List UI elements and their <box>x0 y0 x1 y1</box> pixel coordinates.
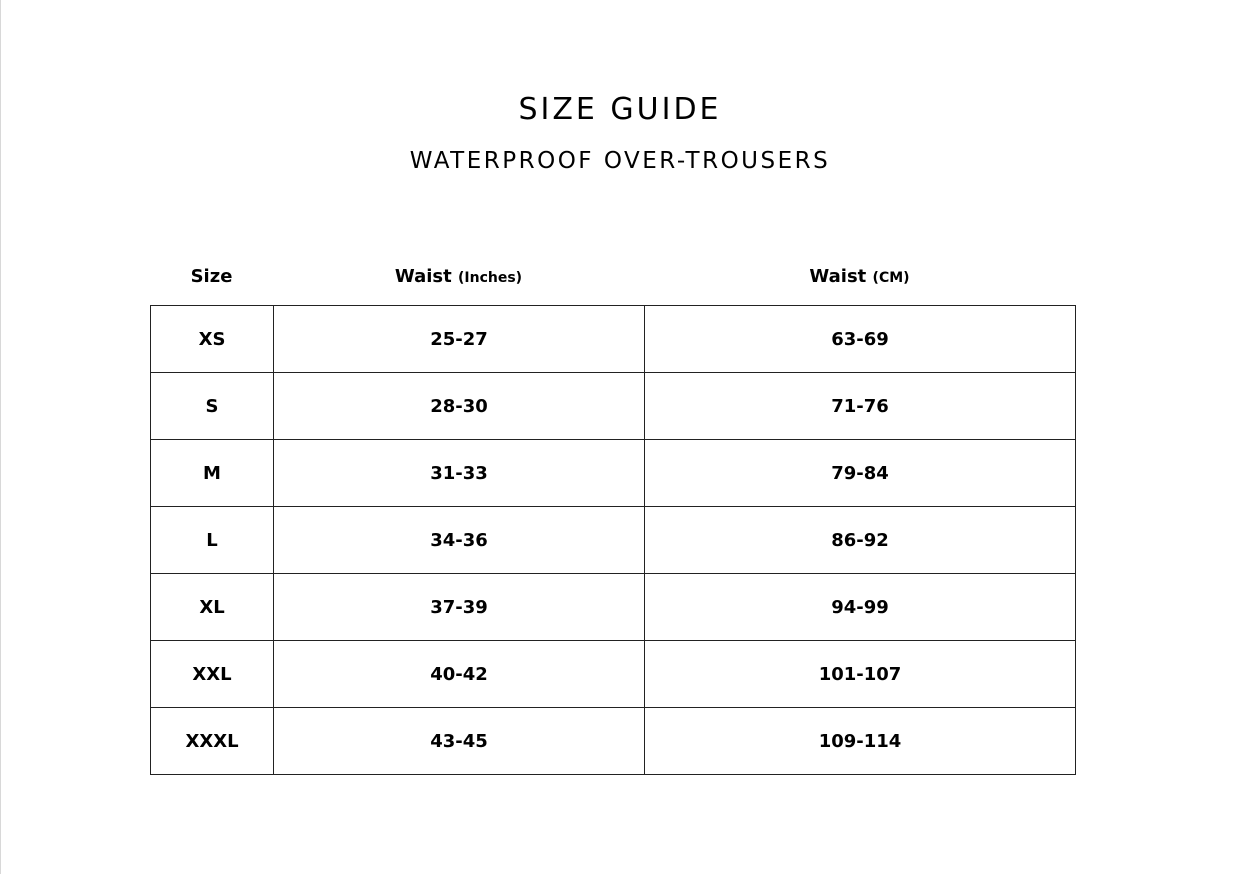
table-row: XXXL 43-45 109-114 <box>150 707 1076 775</box>
header-waist-cm: Waist (CM) <box>644 266 1075 287</box>
table-row: XS 25-27 63-69 <box>150 305 1076 373</box>
waist-inches-cell: 43-45 <box>273 707 645 775</box>
size-cell: L <box>150 506 274 574</box>
waist-cm-cell: 86-92 <box>644 506 1076 574</box>
page-title: SIZE GUIDE <box>518 92 722 127</box>
waist-cm-cell: 109-114 <box>644 707 1076 775</box>
waist-cm-cell: 101-107 <box>644 640 1076 708</box>
header-waist-inches: Waist (Inches) <box>273 266 644 287</box>
header-label: Size <box>190 266 233 287</box>
header-label: Waist <box>394 266 459 287</box>
table-row: M 31-33 79-84 <box>150 439 1076 507</box>
waist-cm-cell: 71-76 <box>644 372 1076 440</box>
page-subtitle: WATERPROOF OVER-TROUSERS <box>409 148 831 174</box>
waist-inches-cell: 28-30 <box>273 372 645 440</box>
table-row: XXL 40-42 101-107 <box>150 640 1076 708</box>
header-unit: (Inches) <box>458 270 523 286</box>
size-cell: XL <box>150 573 274 641</box>
table-row: XL 37-39 94-99 <box>150 573 1076 641</box>
size-cell: S <box>150 372 274 440</box>
table-row: S 28-30 71-76 <box>150 372 1076 440</box>
waist-cm-cell: 94-99 <box>644 573 1076 641</box>
table-row: L 34-36 86-92 <box>150 506 1076 574</box>
size-cell: XXL <box>150 640 274 708</box>
waist-inches-cell: 40-42 <box>273 640 645 708</box>
header-size: Size <box>150 266 273 287</box>
waist-inches-cell: 34-36 <box>273 506 645 574</box>
waist-cm-cell: 63-69 <box>644 305 1076 373</box>
waist-inches-cell: 37-39 <box>273 573 645 641</box>
size-cell: M <box>150 439 274 507</box>
page-edge <box>0 0 1 874</box>
size-cell: XS <box>150 305 274 373</box>
size-table: XS 25-27 63-69 S 28-30 71-76 M 31-33 79-84 L 34-36… <box>150 305 1076 775</box>
header-label: Waist <box>809 266 873 287</box>
size-cell: XXXL <box>150 707 274 775</box>
waist-inches-cell: 31-33 <box>273 439 645 507</box>
header-unit: (CM) <box>872 270 910 286</box>
waist-inches-cell: 25-27 <box>273 305 645 373</box>
waist-cm-cell: 79-84 <box>644 439 1076 507</box>
